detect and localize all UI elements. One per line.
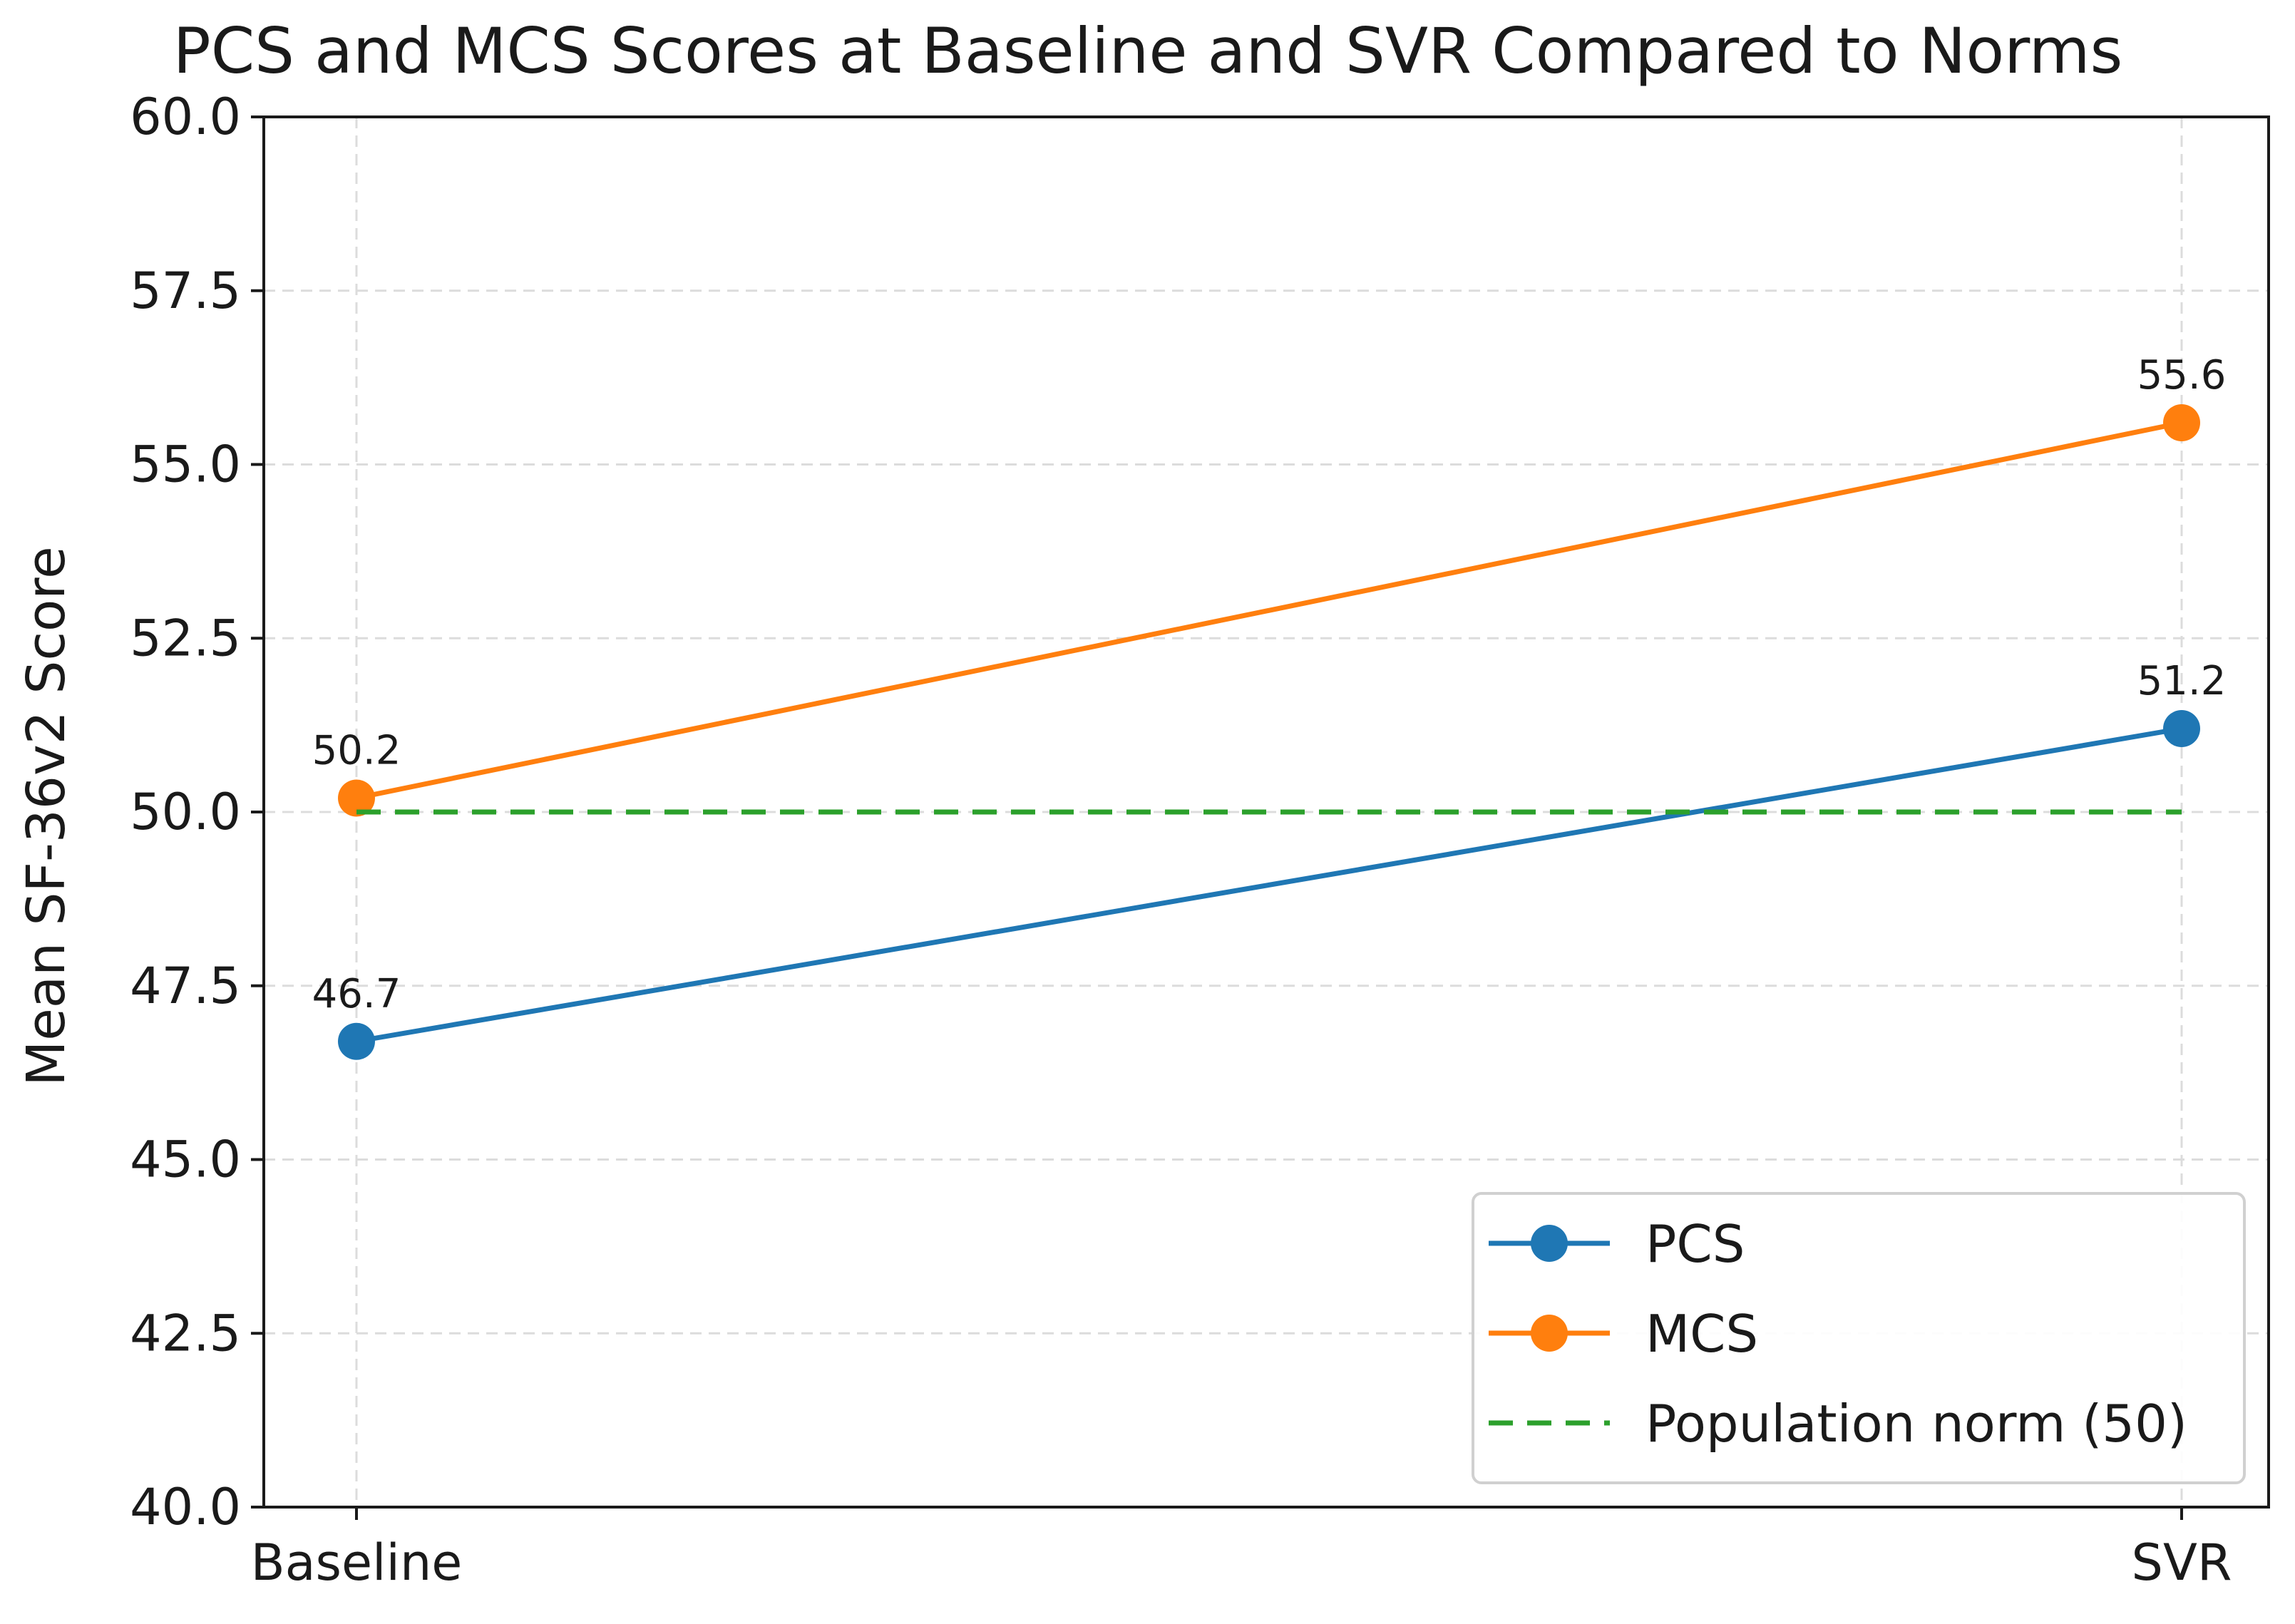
y-tick-label: 45.0: [130, 1131, 241, 1189]
x-tick-label: SVR: [2132, 1533, 2232, 1592]
legend-swatch-marker: [1531, 1315, 1568, 1352]
data-point-mcs: [338, 779, 375, 817]
legend-box: [1472, 1192, 2246, 1484]
y-tick-label: 52.5: [130, 609, 241, 667]
y-tick-label: 55.0: [130, 436, 241, 494]
legend-entry-label: MCS: [1645, 1304, 1758, 1364]
series-layer: [338, 404, 2200, 1060]
data-label-mcs: 50.2: [312, 728, 401, 774]
y-tick-label: 50.0: [130, 783, 241, 841]
legend-entry-label: Population norm (50): [1645, 1394, 2187, 1454]
x-axis: Baseline SVR: [251, 1507, 2232, 1592]
data-point-pcs: [338, 1022, 375, 1060]
x-tick-label: Baseline: [251, 1533, 463, 1592]
y-tick-label: 40.0: [130, 1478, 241, 1536]
y-tick-label: 60.0: [130, 88, 241, 146]
data-point-pcs: [2163, 710, 2200, 747]
y-axis: 40.0 42.5 45.0 47.5 50.0 52.5 55.0 57.5 60.0: [130, 88, 264, 1536]
data-point-mcs: [2163, 404, 2200, 441]
data-label-mcs: 55.6: [2137, 352, 2227, 399]
series-line-mcs: [354, 420, 2184, 801]
data-label-pcs: 46.7: [312, 971, 401, 1017]
data-label-pcs: 51.2: [2137, 658, 2227, 704]
y-tick-label: 42.5: [130, 1304, 241, 1362]
y-tick-label: 57.5: [130, 262, 241, 320]
y-tick-label: 47.5: [130, 957, 241, 1015]
legend-entry-label: PCS: [1645, 1214, 1745, 1274]
y-axis-label: Mean SF-36v2 Score: [16, 546, 77, 1086]
legend: PCS MCS Population norm (50): [1472, 1192, 2246, 1484]
chart-title: PCS and MCS Scores at Baseline and SVR C…: [173, 14, 2123, 88]
data-labels: 46.7 51.2 50.2 55.6: [312, 352, 2227, 1017]
plot-frame: [262, 115, 2270, 1509]
legend-swatch-marker: [1531, 1225, 1568, 1262]
series-line-pcs: [354, 726, 2184, 1044]
